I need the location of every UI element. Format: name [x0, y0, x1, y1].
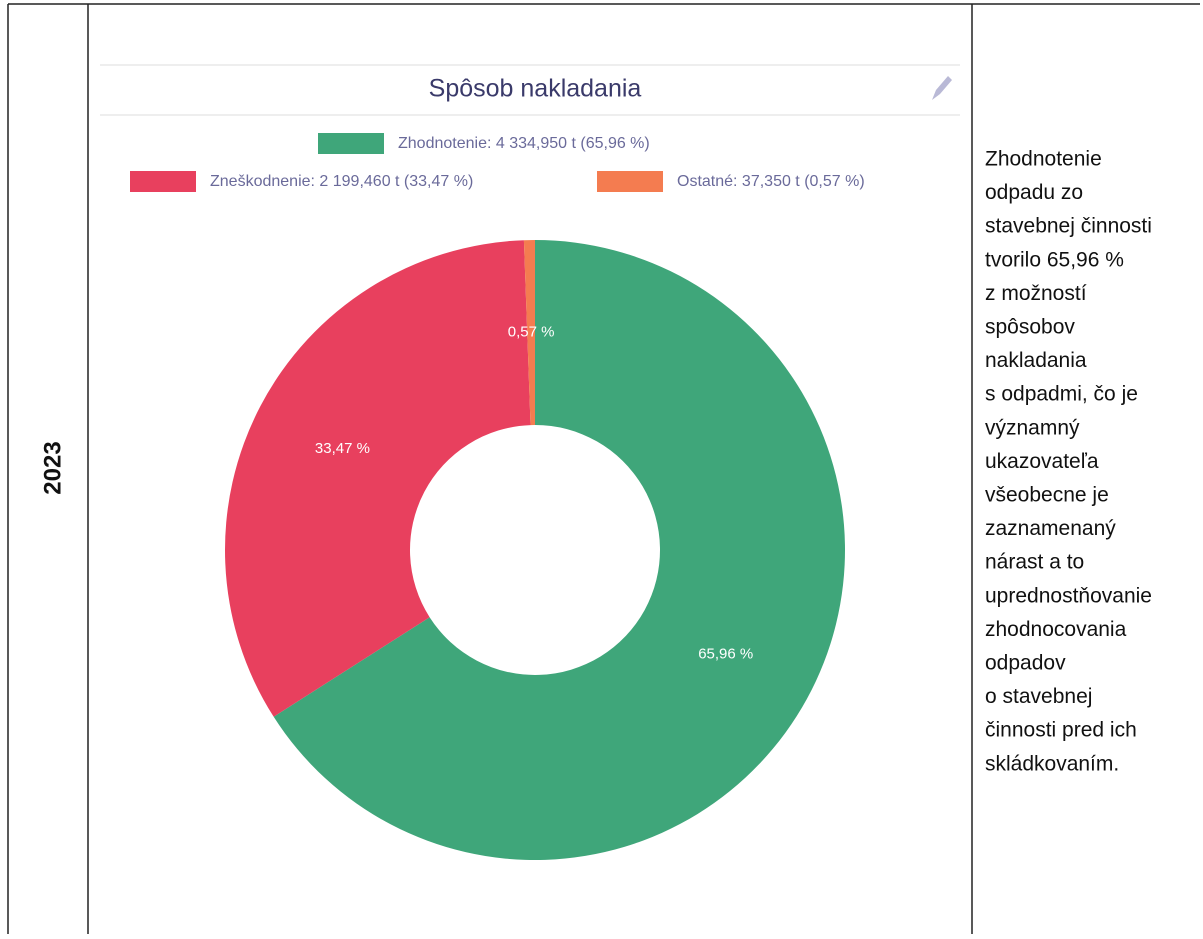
side-text-line: stavebnej činnosti [985, 215, 1152, 238]
slice-label: 0,57 % [508, 324, 555, 341]
table-borders [7, 3, 1200, 934]
side-text: Zhodnotenie odpadu zo stavebnej činnosti tv… [985, 148, 1152, 776]
side-text-line: všeobecne je [985, 484, 1109, 507]
legend-label: Ostatné: 37,350 t (0,57 %) [677, 173, 865, 190]
edit-icon[interactable] [932, 76, 952, 100]
side-text-line: nakladania [985, 349, 1087, 372]
donut-chart: Zhodnotenie: 4 334,950 t (65,96 %) Zneško… [130, 133, 865, 860]
donut-slice [523, 240, 535, 426]
side-text-line: nárast a to [985, 551, 1084, 574]
legend-label: Zneškodnenie: 2 199,460 t (33,47 %) [210, 173, 473, 190]
side-text-line: o stavebnej [985, 685, 1092, 708]
year: 2023 [39, 441, 66, 494]
side-text-line: činnosti pred ich [985, 719, 1137, 742]
donut-slice [224, 240, 531, 717]
side-text-line: zaznamenaný [985, 517, 1116, 540]
slice-label: 33,47 % [315, 440, 370, 457]
slice-label: 65,96 % [698, 646, 753, 663]
side-text-line: odpadu zo [985, 181, 1083, 204]
side-text-line: odpadov [985, 652, 1066, 675]
side-text-line: skládkovaním. [985, 752, 1119, 775]
legend-swatch [130, 171, 196, 192]
side-text-line: významný [985, 416, 1080, 439]
side-text-line: zhodnocovania [985, 618, 1127, 641]
side-text-line: s odpadmi, čo je [985, 383, 1138, 406]
legend-swatch [318, 133, 384, 154]
side-text-line: tvorilo 65,96 % [985, 248, 1124, 271]
chart-title: Spôsob nakladania [429, 75, 642, 103]
donut-slice [273, 240, 845, 860]
legend-label: Zhodnotenie: 4 334,950 t (65,96 %) [398, 135, 650, 152]
side-text-line: z možností [985, 282, 1087, 305]
side-text-line: spôsobov [985, 316, 1075, 339]
side-text-line: ukazovateľa [985, 450, 1099, 473]
side-text-line: uprednostňovanie [985, 584, 1152, 607]
legend-swatch [597, 171, 663, 192]
side-text-line: Zhodnotenie [985, 148, 1102, 171]
